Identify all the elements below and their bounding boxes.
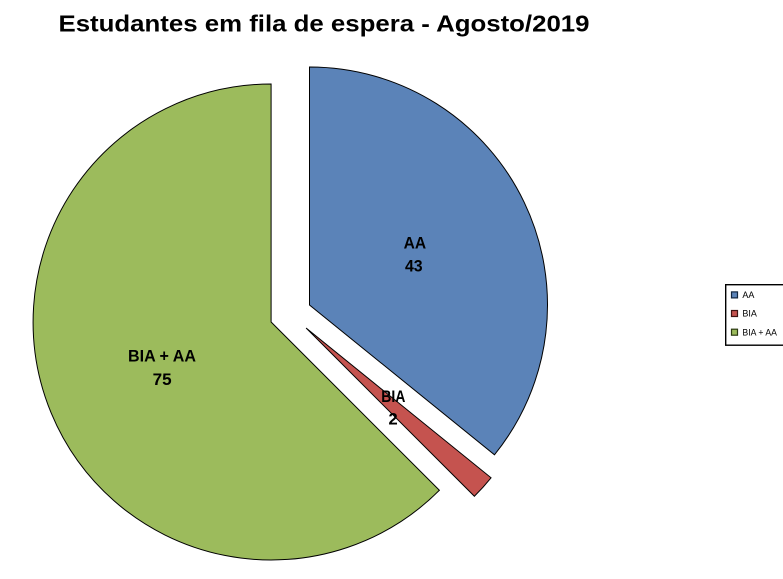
svg-text:BIA: BIA — [742, 309, 757, 319]
svg-text:BIA: BIA — [381, 388, 405, 406]
svg-text:BIA + AA: BIA + AA — [742, 327, 777, 337]
svg-text:BIA + AA: BIA + AA — [128, 348, 196, 366]
svg-text:AA: AA — [404, 235, 427, 253]
svg-text:43: 43 — [405, 258, 423, 276]
svg-text:Estudantes em fila de espera -: Estudantes em fila de espera - Agosto/20… — [59, 10, 590, 36]
svg-text:2: 2 — [389, 411, 398, 429]
svg-text:75: 75 — [153, 371, 172, 389]
svg-text:AA: AA — [742, 290, 754, 300]
